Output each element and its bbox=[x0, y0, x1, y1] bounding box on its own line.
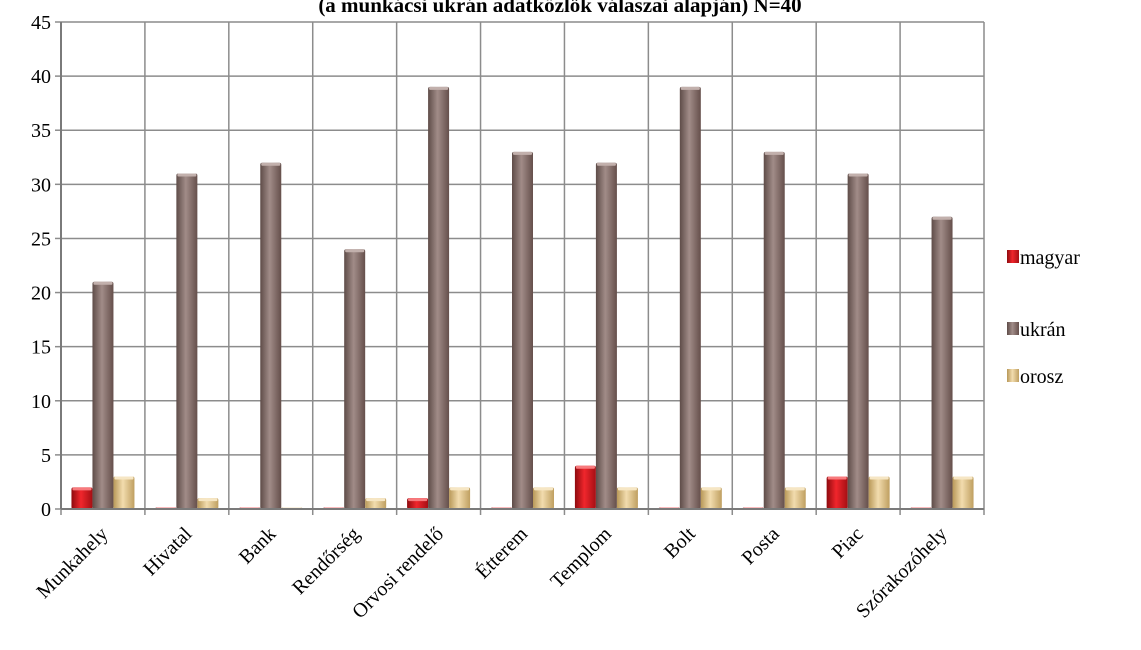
bar-top-orosz bbox=[953, 476, 973, 480]
bar-magyar bbox=[574, 465, 596, 509]
y-tick-label: 45 bbox=[31, 12, 51, 34]
bar-orosz bbox=[449, 487, 471, 509]
bar-ukrán bbox=[512, 151, 533, 509]
x-tick-label: Bolt bbox=[660, 523, 700, 563]
bar-orosz bbox=[616, 487, 638, 509]
bar-top-ukrán bbox=[513, 151, 532, 155]
y-tick-label: 35 bbox=[31, 120, 51, 142]
y-tick-label: 10 bbox=[31, 391, 51, 413]
legend-label-magyar: magyar bbox=[1020, 247, 1080, 269]
bar-top-ukrán bbox=[261, 162, 281, 166]
bar-top-ukrán bbox=[177, 173, 197, 177]
bar-magyar bbox=[826, 476, 848, 509]
legend-swatch-magyar bbox=[1007, 250, 1019, 263]
bar-top-magyar bbox=[408, 498, 428, 502]
bar-orosz bbox=[952, 476, 974, 509]
bar-top-ukrán bbox=[93, 281, 113, 285]
bar-orosz bbox=[784, 487, 806, 509]
bar-top-magyar bbox=[827, 476, 847, 480]
y-tick-label: 25 bbox=[31, 228, 51, 250]
legend-label-orosz: orosz bbox=[1020, 366, 1063, 388]
bar-top-ukrán bbox=[932, 216, 952, 220]
bar-top-orosz bbox=[785, 487, 805, 491]
legend-swatch-ukrán bbox=[1007, 322, 1019, 335]
bar-top-orosz bbox=[534, 487, 553, 491]
x-tick-label: Rendőrség bbox=[288, 523, 364, 599]
bar-ukrán bbox=[595, 162, 617, 509]
bar-top-ukrán bbox=[764, 151, 784, 155]
bar-top-orosz bbox=[114, 476, 134, 480]
bar-top-magyar bbox=[72, 487, 92, 491]
legend: magyar ukrán orosz bbox=[1007, 247, 1080, 388]
bar-ukrán bbox=[931, 216, 953, 510]
bar-orosz bbox=[868, 476, 890, 509]
y-tick-label: 15 bbox=[31, 337, 51, 359]
x-tick-label: Munkahely bbox=[33, 523, 113, 603]
bar-orosz bbox=[113, 476, 135, 509]
bar-ukrán bbox=[428, 86, 450, 509]
bar-top-ukrán bbox=[429, 86, 449, 90]
bar-orosz bbox=[700, 487, 722, 509]
chart-title: (a munkácsi ukrán adatközlők válaszai al… bbox=[318, 0, 801, 17]
bar-ukrán bbox=[176, 173, 198, 509]
bar-top-orosz bbox=[366, 498, 386, 502]
bar-top-magyar bbox=[575, 465, 595, 469]
bar-ukrán bbox=[344, 249, 366, 509]
y-tick-label: 30 bbox=[31, 174, 51, 196]
x-tick-label: Étterem bbox=[471, 522, 532, 583]
bar-top-ukrán bbox=[848, 173, 868, 177]
bar-top-orosz bbox=[869, 476, 889, 480]
legend-label-ukrán: ukrán bbox=[1020, 319, 1066, 341]
y-tick-label: 0 bbox=[41, 499, 51, 521]
bar-ukrán bbox=[260, 162, 282, 509]
bar-magyar bbox=[71, 487, 93, 509]
axes: 0 5 10 15 20 25 30 35 40 45 Munkahely Hivatal Bank Re… bbox=[31, 12, 984, 623]
y-tick-label: 20 bbox=[31, 283, 51, 305]
y-tick-label: 40 bbox=[31, 66, 51, 88]
bar-ukrán bbox=[763, 151, 785, 509]
bar-top-ukrán bbox=[680, 86, 700, 90]
x-tick-label: Piac bbox=[828, 523, 868, 563]
y-tick-label: 5 bbox=[41, 445, 51, 467]
x-tick-label: Hivatal bbox=[139, 523, 196, 580]
x-tick-label: Templom bbox=[546, 523, 616, 593]
bar-top-orosz bbox=[617, 487, 637, 491]
bar-top-orosz bbox=[701, 487, 721, 491]
bar-ukrán bbox=[847, 173, 869, 509]
x-tick-label: Posta bbox=[738, 523, 784, 569]
bars bbox=[71, 86, 974, 510]
bar-ukrán bbox=[92, 281, 114, 509]
bar-top-ukrán bbox=[596, 162, 616, 166]
bar-orosz bbox=[533, 487, 554, 509]
x-tick-label: Bank bbox=[235, 523, 280, 568]
bar-top-orosz bbox=[450, 487, 470, 491]
bar-ukrán bbox=[679, 86, 701, 509]
legend-swatch-orosz bbox=[1007, 369, 1019, 382]
bar-top-orosz bbox=[198, 498, 218, 502]
bar-top-ukrán bbox=[345, 249, 365, 253]
